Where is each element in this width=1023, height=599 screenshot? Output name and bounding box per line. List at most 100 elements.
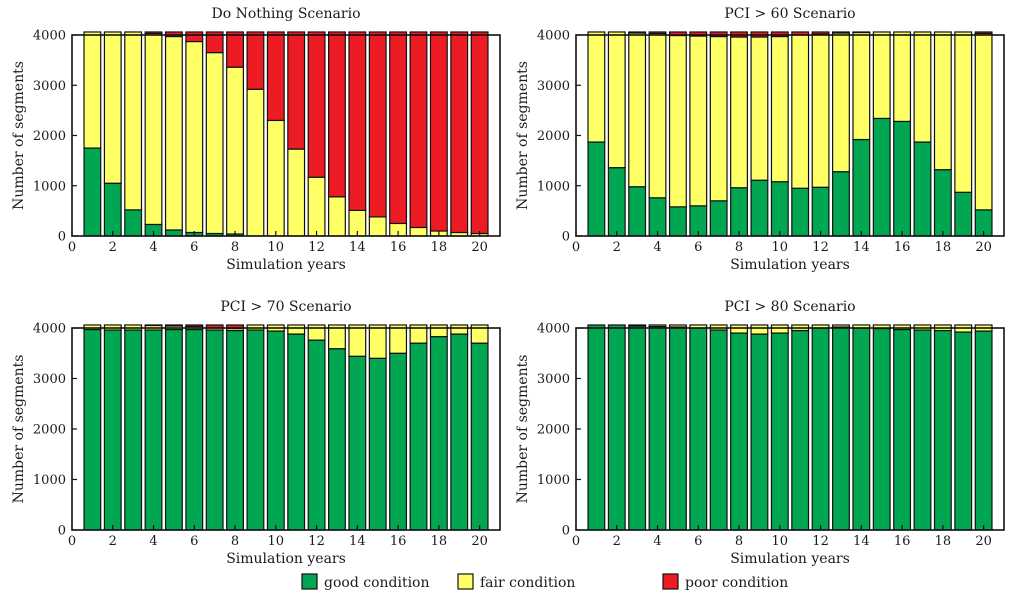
x-tick-label: 4 xyxy=(653,240,661,255)
bar-good-year-3 xyxy=(124,329,143,531)
bar-good-year-9 xyxy=(246,329,265,531)
y-tick-label: 3000 xyxy=(537,372,570,387)
bar-poor-year-13 xyxy=(831,31,850,34)
chart-panel-2: PCI > 60 Scenario 0 2 4 6 8 10 12 14 16 18 20 0 1000 2… xyxy=(515,6,1005,273)
bar-good-year-4 xyxy=(144,329,163,531)
bar-good-year-6 xyxy=(185,328,204,531)
bar-fair-year-6 xyxy=(689,35,708,207)
bar-fair-year-11 xyxy=(287,148,306,237)
bar-fair-year-1 xyxy=(587,31,606,143)
bar-poor-year-16 xyxy=(389,31,408,225)
x-tick-label: 6 xyxy=(694,240,702,255)
x-tick-label: 18 xyxy=(431,534,448,549)
bar-good-year-14 xyxy=(852,138,871,237)
bar-good-year-8 xyxy=(226,329,245,531)
x-tick-label: 14 xyxy=(349,534,366,549)
bar-good-year-5 xyxy=(164,328,183,531)
bar-good-year-1 xyxy=(83,328,102,531)
bar-good-year-15 xyxy=(368,357,387,531)
bars xyxy=(587,31,993,237)
bar-poor-year-4 xyxy=(648,31,667,35)
bar-good-year-12 xyxy=(811,186,830,237)
bars xyxy=(83,324,489,531)
legend-swatch-fair xyxy=(457,573,474,590)
bar-fair-year-16 xyxy=(389,324,408,354)
y-tick-label: 2000 xyxy=(33,129,66,144)
bars xyxy=(83,31,489,237)
bar-good-year-8 xyxy=(730,187,749,237)
bar-poor-year-13 xyxy=(328,31,346,198)
x-tick-label: 16 xyxy=(894,534,911,549)
bar-fair-year-3 xyxy=(628,324,647,327)
bar-good-year-5 xyxy=(668,206,687,237)
y-tick-label: 0 xyxy=(58,230,66,245)
bar-fair-year-5 xyxy=(668,324,687,328)
y-axis-title: Number of segments xyxy=(515,61,531,210)
bar-fair-year-11 xyxy=(791,34,810,189)
chart-panel-1: Do Nothing Scenario 0 2 4 6 8 10 12 14 16 18 20 0 100… xyxy=(11,6,501,273)
bar-good-year-13 xyxy=(831,326,850,531)
bar-good-year-19 xyxy=(954,191,973,237)
bar-fair-year-13 xyxy=(831,324,850,328)
bar-good-year-10 xyxy=(770,181,789,237)
bar-good-year-2 xyxy=(103,329,122,531)
bar-poor-year-12 xyxy=(307,31,326,178)
x-tick-label: 20 xyxy=(471,534,488,549)
bar-poor-year-11 xyxy=(287,31,306,150)
x-tick-label: 8 xyxy=(231,534,239,549)
bar-poor-year-20 xyxy=(974,31,993,35)
bar-poor-year-18 xyxy=(429,31,448,232)
bar-fair-year-20 xyxy=(974,32,993,211)
bar-good-year-18 xyxy=(933,169,952,237)
bar-fair-year-17 xyxy=(409,324,428,344)
bar-good-year-4 xyxy=(648,325,667,531)
y-tick-label: 3000 xyxy=(33,79,66,94)
x-tick-label: 12 xyxy=(812,240,829,255)
bar-good-year-3 xyxy=(628,325,647,531)
x-tick-label: 4 xyxy=(149,240,157,255)
bar-good-year-5 xyxy=(164,229,183,237)
bar-fair-year-20 xyxy=(470,324,489,344)
x-tick-label: 4 xyxy=(653,534,661,549)
y-tick-label: 1000 xyxy=(537,473,570,488)
chart-title: PCI > 80 Scenario xyxy=(724,299,855,315)
x-tick-label: 8 xyxy=(231,240,239,255)
bar-poor-year-6 xyxy=(689,31,708,37)
legend: good condition fair condition poor conditi… xyxy=(301,573,788,591)
chart-title: PCI > 60 Scenario xyxy=(724,6,855,22)
bar-poor-year-4 xyxy=(144,31,163,35)
bar-good-year-17 xyxy=(913,141,932,237)
y-tick-label: 2000 xyxy=(537,423,570,438)
bar-fair-year-15 xyxy=(368,216,387,237)
bar-good-year-19 xyxy=(954,331,973,531)
bar-fair-year-5 xyxy=(668,34,687,208)
bar-good-year-1 xyxy=(587,324,606,531)
bars xyxy=(587,324,993,531)
bar-good-year-3 xyxy=(124,209,143,237)
legend-item-fair: fair condition xyxy=(457,573,575,591)
bar-fair-year-10 xyxy=(770,35,789,183)
bar-poor-year-9 xyxy=(246,31,265,90)
x-tick-label: 12 xyxy=(308,534,325,549)
bar-fair-year-14 xyxy=(852,31,871,141)
x-tick-label: 18 xyxy=(431,240,448,255)
x-tick-label: 2 xyxy=(109,240,117,255)
bar-fair-year-3 xyxy=(124,31,143,211)
x-tick-label: 18 xyxy=(935,534,952,549)
bar-good-year-9 xyxy=(750,333,769,531)
bar-fair-year-17 xyxy=(913,31,932,143)
x-tick-label: 18 xyxy=(935,240,952,255)
bar-fair-year-3 xyxy=(628,32,647,188)
bar-fair-year-13 xyxy=(831,32,850,173)
legend-swatch-good xyxy=(301,573,318,590)
bar-good-year-11 xyxy=(287,333,306,531)
bar-poor-year-20 xyxy=(470,31,489,235)
bar-fair-year-4 xyxy=(144,32,163,226)
y-tick-label: 1000 xyxy=(33,473,66,488)
legend-swatch-poor xyxy=(662,573,679,590)
bar-fair-year-7 xyxy=(205,51,224,235)
y-tick-label: 2000 xyxy=(537,129,570,144)
y-tick-label: 4000 xyxy=(33,29,66,44)
bar-fair-year-8 xyxy=(730,324,749,334)
